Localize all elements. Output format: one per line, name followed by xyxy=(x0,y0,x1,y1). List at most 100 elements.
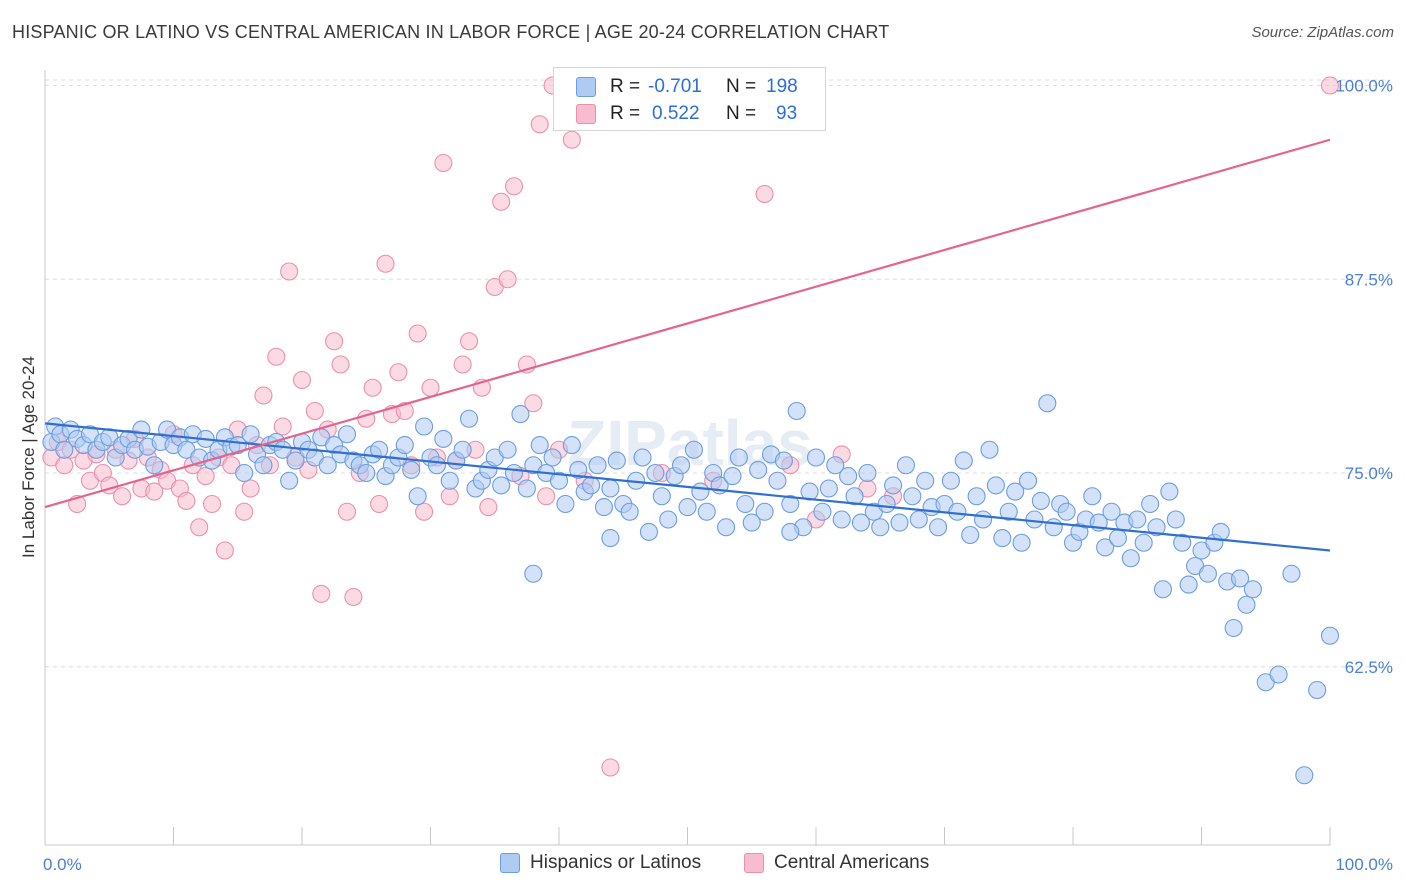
data-point xyxy=(1282,564,1301,583)
data-point xyxy=(1160,482,1179,501)
data-point xyxy=(646,463,665,483)
y-tick-label: 100.0% xyxy=(1335,77,1393,96)
data-point xyxy=(434,429,453,448)
data-point xyxy=(254,386,273,405)
data-point xyxy=(145,482,164,501)
legend-n-value: 93 xyxy=(776,103,798,124)
legend-label: Central Americans xyxy=(774,852,930,873)
data-point xyxy=(659,510,678,529)
legend-r-label: R = xyxy=(610,103,641,124)
data-point xyxy=(408,487,427,506)
data-point xyxy=(877,494,896,514)
data-point xyxy=(434,153,453,173)
data-point xyxy=(851,513,871,532)
data-point xyxy=(1173,533,1192,552)
data-point xyxy=(492,476,511,495)
data-point xyxy=(524,394,543,413)
data-point xyxy=(280,471,299,490)
data-point xyxy=(228,436,247,455)
data-point xyxy=(672,456,691,475)
data-point xyxy=(742,513,761,532)
data-point xyxy=(370,494,389,514)
data-point xyxy=(582,476,601,495)
data-point xyxy=(601,479,620,498)
data-point xyxy=(459,332,479,351)
data-point xyxy=(395,401,414,421)
data-point xyxy=(980,440,999,459)
data-point xyxy=(1308,680,1327,700)
data-point xyxy=(1018,471,1038,490)
data-point xyxy=(909,510,928,529)
data-point xyxy=(1147,518,1166,537)
data-point xyxy=(678,498,697,517)
data-point xyxy=(376,254,395,273)
data-point xyxy=(132,420,151,439)
data-point xyxy=(1224,618,1243,638)
data-point xyxy=(286,451,305,470)
data-point xyxy=(190,518,209,537)
data-point xyxy=(819,479,838,498)
data-point xyxy=(331,355,350,374)
data-point xyxy=(1231,569,1250,588)
data-point xyxy=(357,463,376,483)
data-point xyxy=(524,564,543,583)
data-point xyxy=(839,467,858,486)
data-point xyxy=(723,467,742,486)
stats-legend: R = -0.701 N = 198 R = 0.522 N = 93 xyxy=(553,67,826,131)
data-point xyxy=(537,487,556,506)
data-point xyxy=(113,487,132,506)
legend-swatch-pink xyxy=(744,853,764,873)
trend-line xyxy=(44,138,1331,509)
data-point xyxy=(755,184,774,204)
data-point xyxy=(318,456,337,475)
data-point xyxy=(370,440,389,459)
data-point xyxy=(601,529,620,548)
data-point xyxy=(973,510,993,529)
hispanics-points xyxy=(42,394,1340,785)
data-point xyxy=(453,440,472,459)
data-point xyxy=(498,270,517,289)
data-point xyxy=(781,494,800,514)
data-point xyxy=(961,525,980,545)
legend-row-central-americans: R = 0.522 N = 93 xyxy=(576,101,797,127)
data-point xyxy=(1108,529,1128,548)
data-point xyxy=(1166,510,1185,529)
y-tick-label: 87.5% xyxy=(1345,270,1393,289)
legend-label: Hispanics or Latinos xyxy=(530,852,702,873)
data-point xyxy=(203,494,222,514)
data-point xyxy=(492,192,511,211)
data-point xyxy=(1057,502,1076,521)
data-point xyxy=(421,378,440,397)
data-point xyxy=(601,758,620,777)
data-point xyxy=(402,460,421,479)
data-point xyxy=(1295,766,1314,785)
data-point xyxy=(884,476,903,495)
data-point xyxy=(1096,538,1115,557)
data-point xyxy=(1320,76,1340,95)
data-point xyxy=(832,510,851,529)
data-point xyxy=(1044,518,1063,537)
data-point xyxy=(633,448,652,467)
data-point xyxy=(453,355,472,374)
data-point xyxy=(993,529,1012,548)
chart-title: HISPANIC OR LATINO VS CENTRAL AMERICAN I… xyxy=(12,22,890,42)
data-point xyxy=(813,502,832,521)
data-point xyxy=(440,487,459,506)
data-point xyxy=(1141,494,1160,514)
data-point xyxy=(1121,549,1140,568)
data-point xyxy=(1031,491,1050,510)
data-point xyxy=(967,487,986,506)
data-point xyxy=(1128,510,1147,529)
data-point xyxy=(691,482,710,501)
data-point xyxy=(215,541,234,560)
data-point xyxy=(530,436,549,455)
legend-swatch-blue xyxy=(576,77,596,97)
data-point xyxy=(363,378,382,397)
data-point xyxy=(562,130,581,149)
data-point xyxy=(344,587,363,607)
data-point xyxy=(954,451,973,470)
legend-item-central-americans[interactable]: Central Americans xyxy=(744,852,929,874)
x-tick-label: 0.0% xyxy=(43,855,82,874)
legend-item-hispanics[interactable]: Hispanics or Latinos xyxy=(500,852,701,874)
data-point xyxy=(177,491,196,510)
